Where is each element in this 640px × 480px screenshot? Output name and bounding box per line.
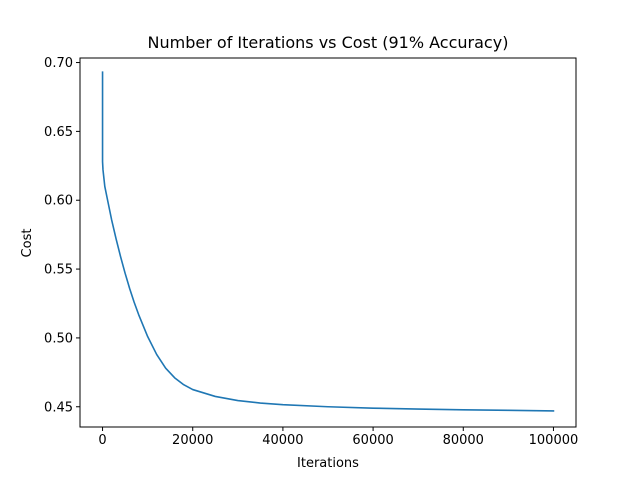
chart-title: Number of Iterations vs Cost (91% Accura… — [148, 33, 509, 52]
x-tick-label-3: 60000 — [352, 433, 393, 448]
y-axis-label: Cost — [20, 229, 35, 258]
x-tick-label-4: 80000 — [443, 433, 484, 448]
y-tick-label-5: 0.70 — [44, 56, 73, 71]
y-tick-label-1: 0.50 — [44, 331, 73, 346]
x-tick-label-0: 0 — [98, 433, 106, 448]
y-tick-label-2: 0.55 — [44, 263, 73, 278]
x-axis-label: Iterations — [297, 456, 359, 471]
y-tick-label-0: 0.45 — [44, 400, 73, 415]
x-tick-label-1: 20000 — [172, 433, 213, 448]
y-tick-label-3: 0.60 — [44, 194, 73, 209]
x-tick-label-2: 40000 — [262, 433, 303, 448]
plot-area: 0 20000 40000 60000 80000 100000 0.45 0.50 0.55 0… — [44, 56, 578, 448]
x-tick-label-5: 100000 — [529, 433, 579, 448]
y-tick-label-4: 0.65 — [44, 125, 73, 140]
axes-frame — [79, 57, 577, 428]
series-line-0 — [101, 71, 555, 412]
